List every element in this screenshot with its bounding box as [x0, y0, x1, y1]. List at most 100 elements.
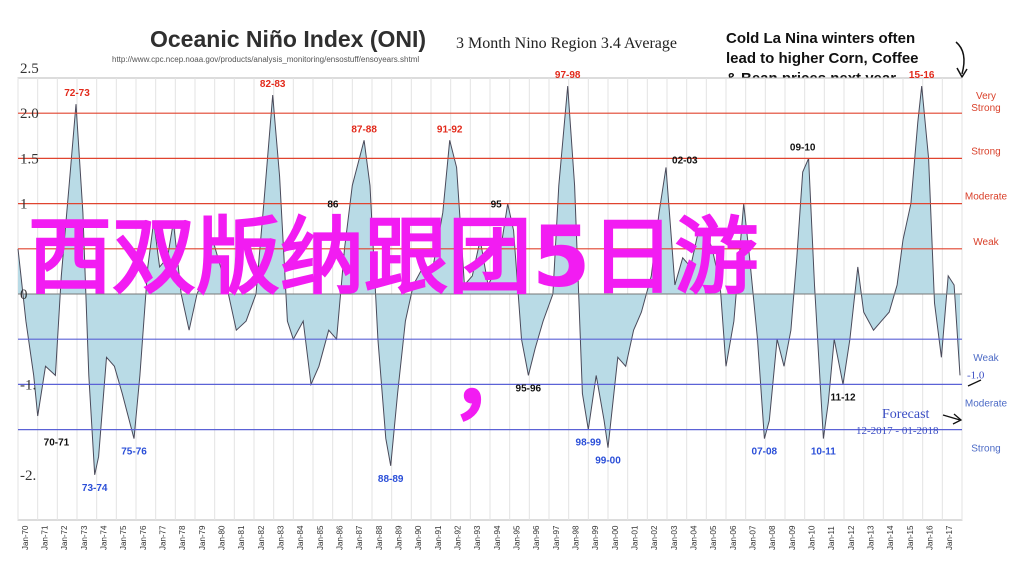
- overlay-headline: 西双版纳跟团5日游: [28, 208, 758, 306]
- x-tick-label: Jan-10: [808, 525, 817, 550]
- x-tick-label: Jan-81: [237, 525, 246, 550]
- x-tick-label: Jan-09: [788, 525, 797, 550]
- x-tick-label: Jan-76: [139, 525, 148, 550]
- y-tick-label: 0: [20, 287, 28, 303]
- callout-line-2: lead to higher Corn, Coffee: [726, 50, 919, 67]
- forecast-range: 12-2017 - 01-2018: [856, 425, 939, 437]
- x-tick-label: Jan-12: [847, 525, 856, 550]
- y-axis-ticks: 2.5 2.0 1.5 1 0 -1. -2.: [20, 61, 39, 484]
- peak-labels: 72-73 82-83 87-88 91-92 97-98 09-10 02-03 86 95 1…: [44, 70, 985, 494]
- x-tick-label: Jan-14: [886, 525, 895, 550]
- x-tick-label: Jan-17: [945, 525, 954, 550]
- x-tick-label: Jan-85: [316, 525, 325, 550]
- x-tick-label: Jan-72: [60, 525, 69, 550]
- peak-label: 15-16: [909, 70, 935, 81]
- peak-label: 10-11: [811, 447, 836, 458]
- peak-label: 99-00: [595, 456, 621, 467]
- threshold-label: Very: [976, 91, 996, 102]
- y-tick-label: 1: [20, 197, 28, 213]
- x-tick-label: Jan-08: [768, 525, 777, 550]
- plot-area: Very Strong Strong Moderate Weak Weak Moderate…: [17, 61, 1008, 550]
- threshold-lines: Very Strong Strong Moderate Weak Weak Moderate…: [18, 91, 1008, 455]
- peak-label: 97-98: [555, 70, 581, 81]
- x-tick-label: Jan-95: [513, 525, 522, 550]
- x-tick-label: Jan-11: [827, 526, 836, 550]
- x-tick-label: Jan-13: [867, 525, 876, 550]
- forecast-arrow-2: [967, 379, 982, 387]
- x-tick-label: Jan-70: [21, 525, 30, 550]
- x-tick-label: Jan-90: [414, 525, 423, 550]
- peak-label: 73-74: [82, 483, 108, 494]
- x-axis-ticks: Jan-70 Jan-71 Jan-72 Jan-73 Jan-74 Jan-75 Jan-…: [21, 525, 954, 550]
- forecast-arrow: [942, 414, 961, 421]
- forecast-annotation: Forecast 12-2017 - 01-2018: [856, 379, 982, 437]
- y-tick-label: 2.0: [20, 106, 39, 122]
- x-tick-label: Jan-15: [906, 525, 915, 550]
- callout-line-1: Cold La Nina winters often: [726, 30, 915, 47]
- peak-label: 95: [491, 200, 503, 211]
- y-tick-label: 2.5: [20, 61, 39, 77]
- peak-label: 11-12: [831, 392, 856, 403]
- x-tick-label: Jan-71: [41, 525, 50, 550]
- x-tick-label: Jan-84: [296, 525, 305, 550]
- peak-label: 07-08: [752, 447, 778, 458]
- peak-label: 86: [327, 200, 339, 211]
- x-tick-label: Jan-92: [454, 525, 463, 550]
- x-tick-label: Jan-77: [159, 525, 168, 550]
- x-tick-label: Jan-88: [375, 525, 384, 550]
- y-tick-label: 1.5: [20, 151, 39, 167]
- y-tick-label: -1.: [20, 377, 36, 393]
- x-tick-label: Jan-83: [277, 525, 286, 550]
- x-tick-label: Jan-89: [395, 525, 404, 550]
- threshold-label: Weak: [973, 353, 999, 364]
- oni-area-fill: [18, 86, 961, 475]
- x-tick-label: Jan-02: [650, 525, 659, 550]
- threshold-label: Strong: [971, 146, 1000, 157]
- x-tick-label: Jan-91: [434, 525, 443, 550]
- peak-label: 95-96: [516, 383, 542, 394]
- peak-label: 91-92: [437, 124, 463, 135]
- threshold-label: Strong: [971, 444, 1000, 455]
- y-tick-label: -2.: [20, 468, 36, 484]
- x-tick-label: Jan-82: [257, 525, 266, 550]
- forecast-tick-label: -1.0: [967, 369, 985, 381]
- x-tick-label: Jan-00: [611, 525, 620, 550]
- x-tick-label: Jan-73: [80, 525, 89, 550]
- peak-label: 09-10: [790, 142, 816, 153]
- peak-label: 75-76: [121, 447, 147, 458]
- x-tick-label: Jan-03: [670, 525, 679, 550]
- source-url[interactable]: http://www.cpc.ncep.noaa.gov/products/an…: [112, 55, 419, 64]
- x-tick-label: Jan-74: [100, 525, 109, 550]
- peak-label: 88-89: [378, 474, 404, 485]
- chart-subtitle: 3 Month Nino Region 3.4 Average: [456, 35, 677, 52]
- x-tick-label: Jan-98: [572, 525, 581, 550]
- x-tick-label: Jan-97: [552, 525, 561, 550]
- x-tick-label: Jan-99: [591, 525, 600, 550]
- x-tick-label: Jan-04: [690, 525, 699, 550]
- x-tick-label: Jan-80: [218, 525, 227, 550]
- x-tick-label: Jan-86: [336, 525, 345, 550]
- x-tick-label: Jan-16: [926, 525, 935, 550]
- overlay-comma: ，: [450, 327, 540, 432]
- x-tick-label: Jan-78: [178, 525, 187, 550]
- peak-label: 02-03: [672, 155, 698, 166]
- chart-title: Oceanic Niño Index (ONI): [150, 26, 426, 52]
- x-tick-label: Jan-93: [473, 525, 482, 550]
- x-tick-label: Jan-79: [198, 525, 207, 550]
- threshold-label: Moderate: [965, 398, 1008, 409]
- x-tick-label: Jan-01: [631, 525, 640, 550]
- threshold-label: Moderate: [965, 192, 1008, 203]
- peak-label: 98-99: [576, 438, 602, 449]
- x-tick-label: Jan-75: [119, 525, 128, 550]
- x-tick-label: Jan-96: [532, 525, 541, 550]
- x-tick-label: Jan-05: [709, 525, 718, 550]
- peak-label: 82-83: [260, 79, 286, 90]
- threshold-label: Weak: [973, 237, 999, 248]
- callout-arrowhead: [956, 67, 968, 79]
- peak-label: 72-73: [64, 88, 90, 99]
- x-tick-label: Jan-87: [355, 525, 364, 550]
- peak-label: 70-71: [44, 438, 70, 449]
- x-tick-label: Jan-06: [729, 525, 738, 550]
- x-tick-label: Jan-94: [493, 525, 502, 550]
